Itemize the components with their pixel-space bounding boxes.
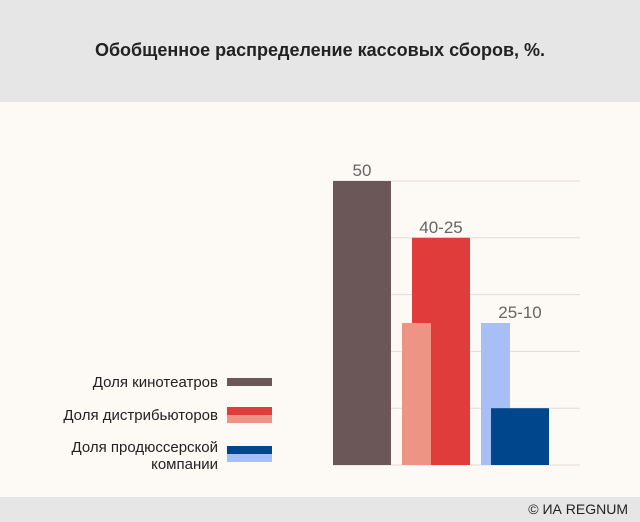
legend-swatch [227,407,272,415]
legend-label: Доля кинотеатров [92,373,218,391]
source: © ИА REGNUM [528,501,628,517]
legend-label: Доля продюссерской компании [71,439,219,473]
legend-swatch [227,378,272,386]
value-label: 50 [353,161,372,180]
legend-swatch [227,415,272,423]
bar [491,408,549,465]
bar [333,181,391,465]
value-label: 40-25 [419,218,462,237]
chart-title: Обобщенное распределение кассовых сборов… [94,40,546,60]
value-label: 25-10 [498,303,541,322]
legend-swatch [227,454,272,462]
legend-swatch [227,446,272,454]
footer: © ИА REGNUM [0,497,640,522]
chart: 50 40-25 25-10 [227,161,580,466]
legend-label: Доля дистрибьюторов [63,406,218,424]
bar [402,323,431,465]
header: Обобщенное распределение кассовых сборов… [0,0,640,102]
